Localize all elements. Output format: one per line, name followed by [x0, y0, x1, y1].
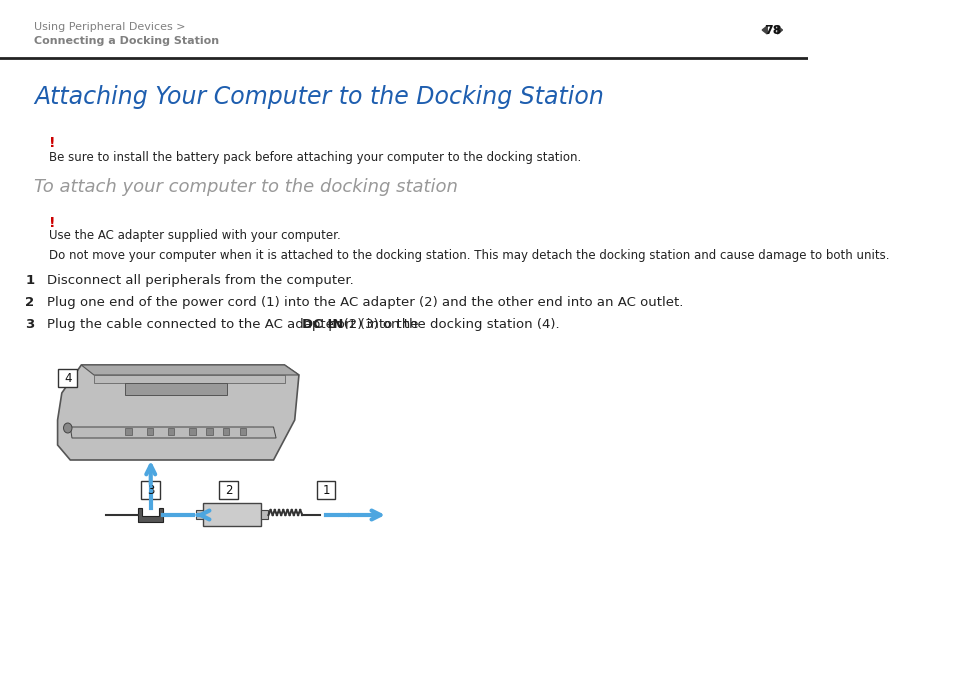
FancyBboxPatch shape	[219, 481, 237, 499]
Text: 2: 2	[225, 483, 233, 497]
Polygon shape	[168, 428, 174, 435]
Text: Plug the cable connected to the AC adapter (2) into the: Plug the cable connected to the AC adapt…	[47, 318, 422, 331]
Polygon shape	[206, 428, 213, 435]
Polygon shape	[196, 510, 203, 519]
Polygon shape	[260, 510, 268, 519]
Text: Use the AC adapter supplied with your computer.: Use the AC adapter supplied with your co…	[49, 229, 340, 242]
Text: 2: 2	[26, 296, 34, 309]
Text: Using Peripheral Devices >: Using Peripheral Devices >	[34, 22, 185, 32]
Text: !: !	[49, 216, 55, 230]
Polygon shape	[222, 428, 230, 435]
Text: 1: 1	[322, 483, 330, 497]
Text: Connecting a Docking Station: Connecting a Docking Station	[34, 36, 219, 46]
Text: Be sure to install the battery pack before attaching your computer to the dockin: Be sure to install the battery pack befo…	[49, 151, 580, 164]
FancyBboxPatch shape	[141, 481, 160, 499]
Polygon shape	[94, 375, 284, 383]
Polygon shape	[71, 427, 275, 438]
Polygon shape	[125, 383, 227, 395]
Circle shape	[64, 423, 71, 433]
Text: Plug one end of the power cord (1) into the AC adapter (2) and the other end int: Plug one end of the power cord (1) into …	[47, 296, 682, 309]
Text: port (3) on the docking station (4).: port (3) on the docking station (4).	[324, 318, 559, 331]
Text: 4: 4	[64, 371, 71, 384]
Text: 78: 78	[762, 24, 781, 36]
Text: Do not move your computer when it is attached to the docking station. This may d: Do not move your computer when it is att…	[49, 249, 889, 262]
Text: To attach your computer to the docking station: To attach your computer to the docking s…	[34, 178, 457, 196]
FancyBboxPatch shape	[58, 369, 77, 387]
Text: Attaching Your Computer to the Docking Station: Attaching Your Computer to the Docking S…	[34, 85, 603, 109]
Polygon shape	[761, 26, 766, 34]
Text: 3: 3	[147, 483, 154, 497]
Text: DC IN: DC IN	[301, 318, 343, 331]
Polygon shape	[147, 428, 153, 435]
Polygon shape	[57, 365, 298, 460]
Polygon shape	[239, 428, 246, 435]
Text: Disconnect all peripherals from the computer.: Disconnect all peripherals from the comp…	[47, 274, 353, 287]
Polygon shape	[81, 365, 298, 375]
Text: 3: 3	[26, 318, 34, 331]
Polygon shape	[203, 503, 260, 526]
Text: 1: 1	[26, 274, 34, 287]
Text: !: !	[49, 136, 55, 150]
Polygon shape	[777, 26, 781, 34]
FancyBboxPatch shape	[316, 481, 335, 499]
Polygon shape	[189, 428, 195, 435]
Polygon shape	[138, 508, 163, 522]
Polygon shape	[125, 428, 132, 435]
